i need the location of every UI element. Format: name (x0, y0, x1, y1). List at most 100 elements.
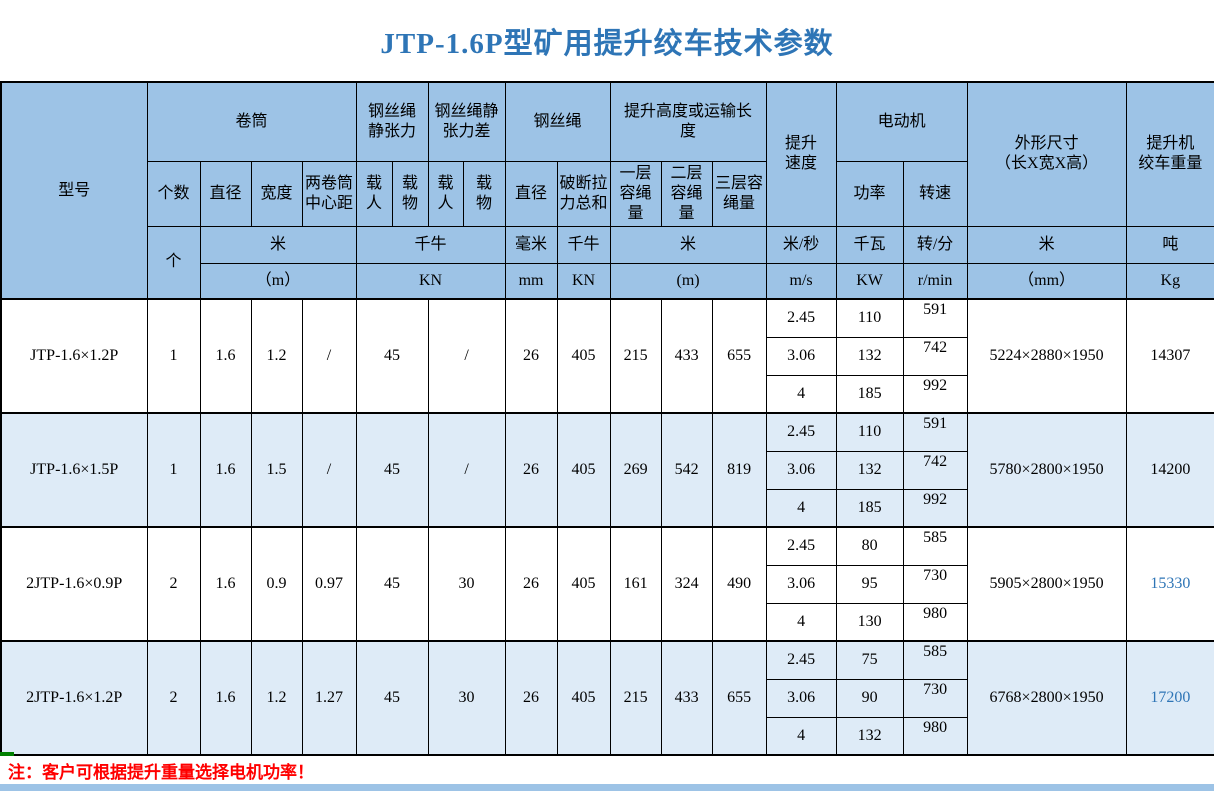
cell-layer2: 433 (660, 640, 713, 756)
bottom-bar (0, 784, 1214, 791)
header-tension-cargo: 载 物 (391, 160, 429, 227)
page-title: JTP-1.6P型矿用提升绞车技术参数 (380, 27, 834, 60)
selection-artifact-green (0, 752, 14, 756)
header-motor-group: 电动机 (835, 81, 968, 162)
header-rope-diameter: 直径 (504, 160, 558, 227)
cell-rope-diameter: 26 (504, 298, 558, 414)
cell-model: JTP-1.6×1.2P (0, 298, 148, 414)
table-row: JTP-1.6×1.2P 1 1.6 1.2 / 45 / 26 405 215… (0, 298, 1214, 414)
table-row: JTP-1.6×1.5P 1 1.6 1.5 / 45 / 26 405 269… (0, 412, 1214, 528)
spec-table: 型号 卷筒 钢丝绳 静张力 钢丝绳静 张力差 钢丝绳 提升高度或运输长 度 提升… (0, 81, 1214, 756)
cell-power: 110 (835, 412, 904, 452)
cell-tension-diff: 30 (427, 640, 506, 756)
cell-speed: 2.45 (765, 298, 837, 338)
table-subrow: 3.06 95 730 (1, 564, 1214, 604)
cell-rope-diameter: 26 (504, 412, 558, 528)
unit-power-cn: 千瓦 (835, 225, 904, 264)
header-diff-cargo: 载 物 (462, 160, 506, 227)
cell-weight: 14200 (1125, 412, 1214, 528)
cell-layer1: 161 (609, 526, 662, 642)
cell-speed: 4 (765, 374, 837, 414)
unit-drum-cn: 米 (199, 225, 357, 264)
cell-rpm: 730 (902, 678, 968, 718)
unit-count: 个 (146, 225, 201, 300)
unit-speed-en: m/s (765, 262, 837, 300)
header-dimensions: 外形尺寸 （长X宽X高） (966, 81, 1127, 227)
header-layer3: 三层容 绳量 (711, 160, 767, 227)
cell-drum-width: 1.5 (250, 412, 303, 528)
cell-power: 110 (835, 298, 904, 338)
cell-dimensions: 6768×2800×1950 (966, 640, 1127, 756)
cell-layer2: 324 (660, 526, 713, 642)
cell-drum-diameter: 1.6 (199, 640, 252, 756)
cell-layer2: 542 (660, 412, 713, 528)
cell-power: 130 (835, 602, 904, 642)
cell-weight: 17200 (1125, 640, 1214, 756)
cell-static-tension: 45 (355, 412, 429, 528)
unit-dims-cn: 米 (966, 225, 1127, 264)
cell-speed: 3.06 (765, 564, 837, 604)
cell-speed: 4 (765, 716, 837, 756)
cell-speed: 3.06 (765, 450, 837, 490)
header-lift-speed: 提升 速度 (765, 81, 837, 227)
cell-layer1: 215 (609, 298, 662, 414)
cell-speed: 2.45 (765, 412, 837, 452)
header-tension-diff-group: 钢丝绳静 张力差 (427, 81, 506, 162)
cell-tension-diff: / (427, 412, 506, 528)
unit-weight-cn: 吨 (1125, 225, 1214, 264)
cell-rope-diameter: 26 (504, 640, 558, 756)
title-bar: JTP-1.6P型矿用提升绞车技术参数 (0, 0, 1214, 81)
cell-static-tension: 45 (355, 640, 429, 756)
table-row: 2JTP-1.6×0.9P 2 1.6 0.9 0.97 45 30 26 40… (0, 526, 1214, 642)
cell-speed: 3.06 (765, 336, 837, 376)
cell-speed: 2.45 (765, 640, 837, 680)
cell-breaking-force: 405 (556, 526, 611, 642)
header-drum-width: 宽度 (250, 160, 303, 227)
header-lift-group: 提升高度或运输长 度 (609, 81, 767, 162)
cell-dimensions: 5224×2880×1950 (966, 298, 1127, 414)
table-row: 2JTP-1.6×1.2P 2 1.6 1.2 1.27 45 30 26 40… (0, 640, 1214, 756)
cell-layer3: 490 (711, 526, 767, 642)
cell-power: 75 (835, 640, 904, 680)
unit-speed-cn: 米/秒 (765, 225, 837, 264)
cell-rpm: 591 (902, 412, 968, 452)
cell-layer3: 819 (711, 412, 767, 528)
cell-rpm: 742 (902, 450, 968, 490)
cell-dimensions: 5780×2800×1950 (966, 412, 1127, 528)
cell-static-tension: 45 (355, 298, 429, 414)
note-text: 注：客户可根据提升重量选择电机功率！ (8, 763, 314, 783)
unit-breaking-en: KN (556, 262, 611, 300)
cell-power: 80 (835, 526, 904, 566)
cell-speed: 4 (765, 602, 837, 642)
header-drum-center: 两卷筒 中心距 (301, 160, 357, 227)
cell-breaking-force: 405 (556, 640, 611, 756)
cell-drum-width: 1.2 (250, 640, 303, 756)
table-subrow: 4 132 980 (1, 716, 1214, 756)
header-layer1: 一层 容绳 量 (609, 160, 662, 227)
header-drum-diameter: 直径 (199, 160, 252, 227)
cell-layer1: 269 (609, 412, 662, 528)
cell-speed: 2.45 (765, 526, 837, 566)
cell-power: 132 (835, 716, 904, 756)
cell-center-distance: / (301, 412, 357, 528)
cell-power: 185 (835, 488, 904, 528)
cell-rpm: 742 (902, 336, 968, 376)
header-static-tension-group: 钢丝绳 静张力 (355, 81, 429, 162)
cell-drum-diameter: 1.6 (199, 298, 252, 414)
cell-tension-diff: 30 (427, 526, 506, 642)
header-weight: 提升机 绞车重量 (1125, 81, 1214, 227)
cell-drum-count: 2 (146, 640, 201, 756)
cell-power: 185 (835, 374, 904, 414)
cell-power: 132 (835, 336, 904, 376)
table-subrow: 4 185 992 (1, 488, 1214, 528)
header-drum-group: 卷筒 (146, 81, 357, 162)
cell-power: 90 (835, 678, 904, 718)
cell-power: 95 (835, 564, 904, 604)
unit-breaking-cn: 千牛 (556, 225, 611, 264)
cell-speed: 4 (765, 488, 837, 528)
header-diff-manned: 载 人 (427, 160, 464, 227)
cell-drum-diameter: 1.6 (199, 412, 252, 528)
unit-weight-en: Kg (1125, 262, 1214, 300)
cell-rpm: 585 (902, 640, 968, 680)
cell-drum-diameter: 1.6 (199, 526, 252, 642)
